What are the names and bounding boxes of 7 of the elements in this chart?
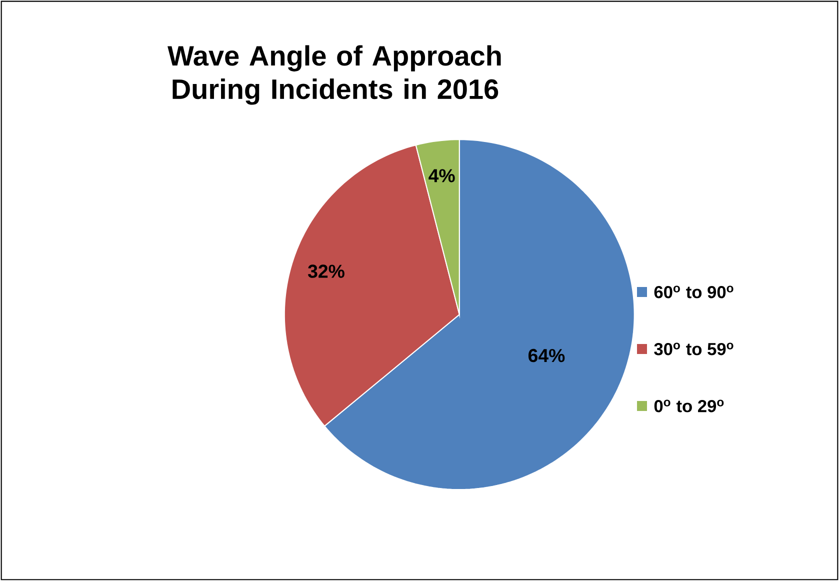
legend-label: 60$^{o}$ to 90$^{o}$ bbox=[654, 286, 734, 298]
data-label: 32% bbox=[308, 264, 344, 278]
legend-label: 30$^{o}$ to 59$^{o}$ bbox=[654, 342, 734, 356]
data-label: 64% bbox=[528, 348, 565, 362]
data-label: 4% bbox=[428, 169, 455, 182]
legend-label: 0$^{o}$ to 29$^{o}$ bbox=[654, 400, 724, 412]
chart-title: Wave Angle of Approach During Incidents in 2016 bbox=[168, 45, 501, 105]
